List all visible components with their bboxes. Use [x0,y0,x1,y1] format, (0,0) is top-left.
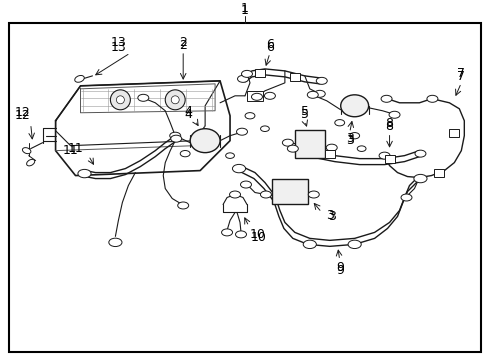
Ellipse shape [232,165,245,173]
Ellipse shape [326,144,337,151]
Text: 2: 2 [179,36,187,49]
Bar [385,155,394,163]
Ellipse shape [335,120,344,126]
Ellipse shape [78,170,91,178]
Ellipse shape [414,174,427,183]
Text: 9: 9 [336,261,343,274]
Text: 11: 11 [68,142,83,155]
Text: 5: 5 [301,108,309,121]
Circle shape [165,90,185,110]
Ellipse shape [180,150,190,157]
Text: 8: 8 [386,117,393,130]
Bar [325,150,335,158]
Ellipse shape [170,132,181,139]
Ellipse shape [109,238,122,247]
Ellipse shape [138,94,149,101]
Text: 10: 10 [250,228,266,241]
Bar [435,168,444,176]
Ellipse shape [379,152,390,159]
Ellipse shape [348,240,361,248]
Ellipse shape [427,95,438,102]
Text: 8: 8 [386,120,393,133]
Ellipse shape [190,129,220,153]
Ellipse shape [308,191,319,198]
Text: 7: 7 [457,70,465,84]
Ellipse shape [236,231,246,238]
Text: 1: 1 [241,1,249,15]
Text: 6: 6 [266,41,274,54]
Ellipse shape [357,146,366,152]
Text: 3: 3 [346,134,354,147]
Ellipse shape [303,240,317,248]
Ellipse shape [229,191,241,198]
Ellipse shape [75,76,84,82]
Text: 13: 13 [111,41,126,54]
Ellipse shape [241,181,251,188]
Text: 11: 11 [63,144,78,157]
Ellipse shape [389,111,400,118]
Text: 1: 1 [241,4,249,17]
Ellipse shape [23,148,31,154]
Bar [255,69,265,77]
Ellipse shape [350,132,360,139]
Bar [247,91,263,101]
Ellipse shape [287,145,298,152]
Ellipse shape [316,77,327,84]
Text: 12: 12 [15,106,30,119]
Text: 3: 3 [346,132,354,145]
Ellipse shape [178,202,189,209]
Ellipse shape [261,126,270,131]
Ellipse shape [265,92,275,99]
Ellipse shape [221,229,233,236]
Ellipse shape [226,153,234,158]
Text: 5: 5 [301,105,309,118]
Circle shape [117,96,124,104]
Ellipse shape [381,95,392,102]
Bar [449,129,459,137]
Ellipse shape [261,191,271,198]
Text: 4: 4 [184,105,192,118]
Bar [272,179,308,204]
Circle shape [110,90,130,110]
Bar [290,73,300,81]
Bar [295,130,325,158]
Text: 10: 10 [251,231,267,244]
Ellipse shape [314,90,325,97]
Ellipse shape [341,95,368,117]
Ellipse shape [237,128,247,135]
Text: 3: 3 [326,209,334,222]
Ellipse shape [242,71,252,77]
Ellipse shape [238,75,248,82]
Text: 12: 12 [15,109,30,122]
Text: 4: 4 [184,108,192,121]
Text: 6: 6 [266,39,274,51]
Ellipse shape [251,93,263,100]
Ellipse shape [415,150,426,157]
Text: 2: 2 [179,40,187,53]
Ellipse shape [245,113,255,119]
Ellipse shape [307,91,318,98]
Text: 7: 7 [457,67,465,80]
Circle shape [171,96,179,104]
Text: 13: 13 [111,36,126,49]
Text: 3: 3 [328,210,336,223]
Ellipse shape [26,159,35,166]
Ellipse shape [171,135,182,142]
Ellipse shape [401,194,412,201]
Ellipse shape [282,139,294,146]
Text: 9: 9 [336,264,343,277]
